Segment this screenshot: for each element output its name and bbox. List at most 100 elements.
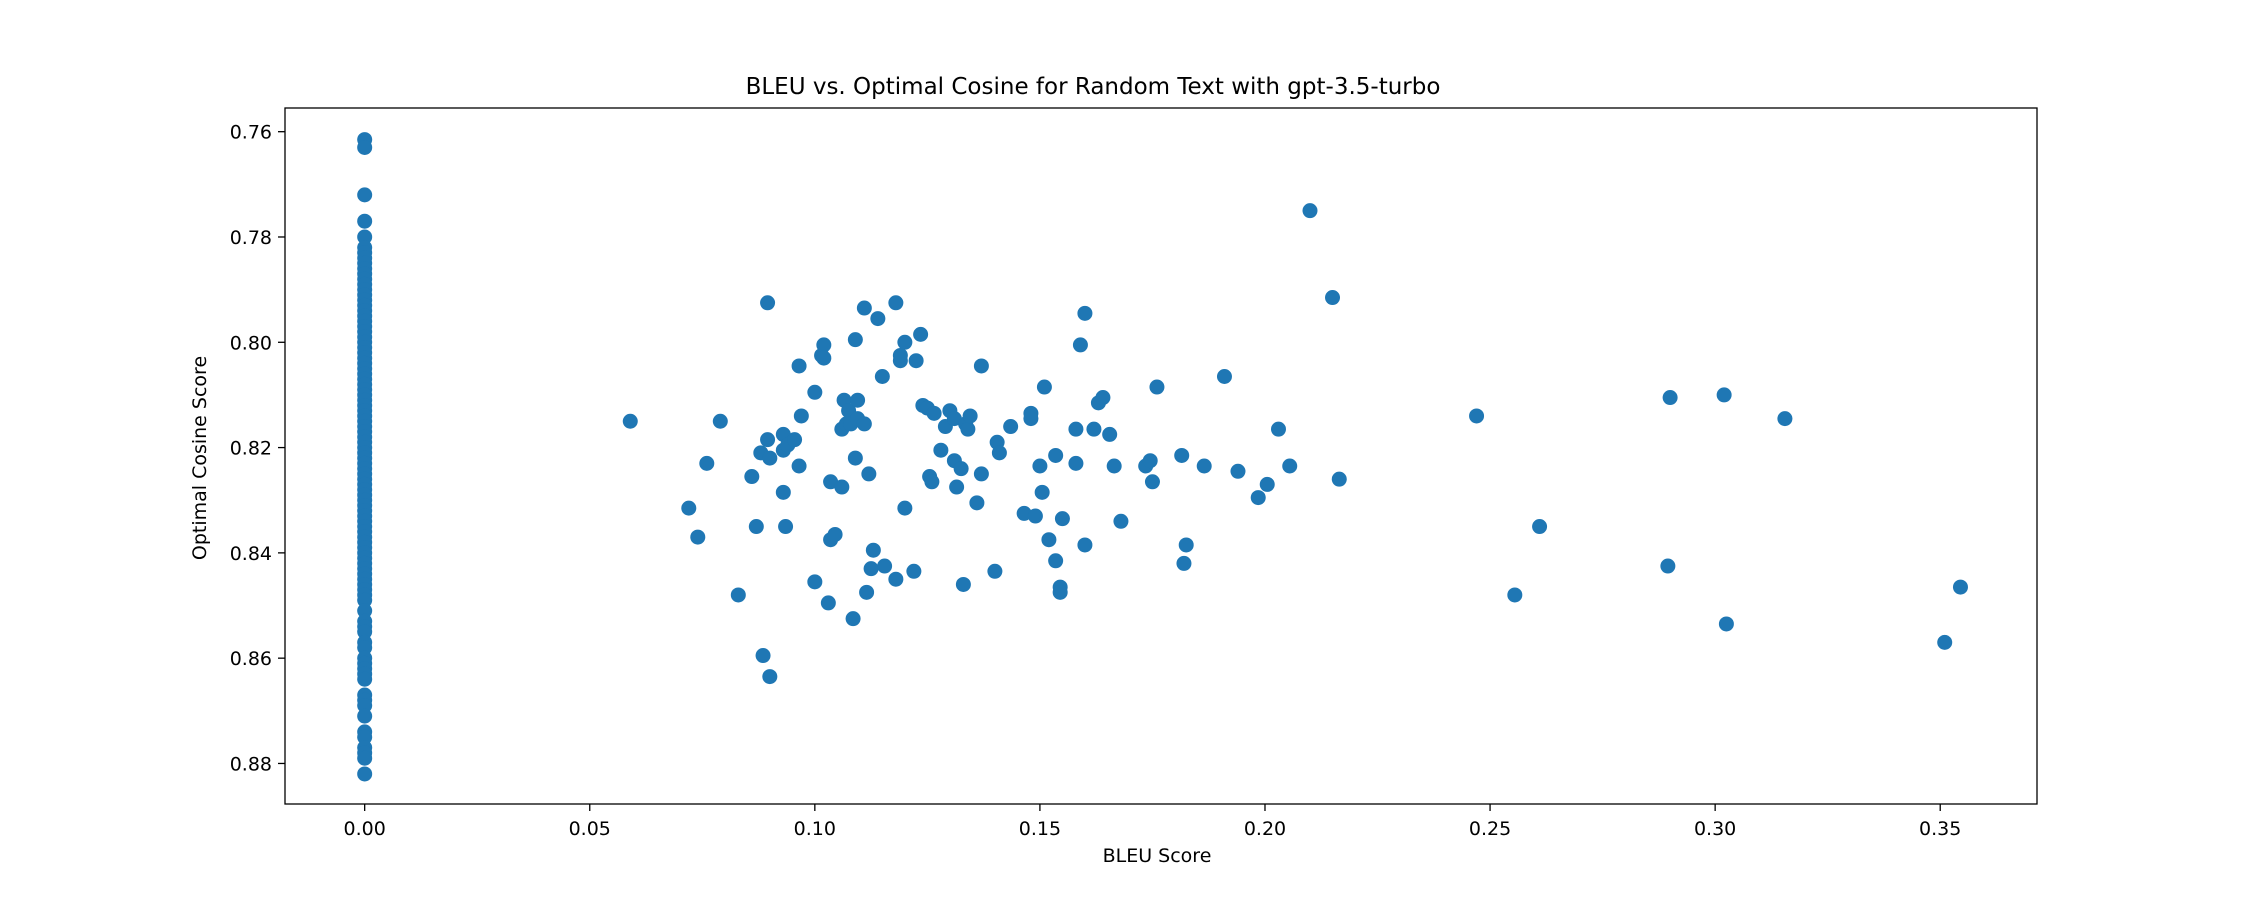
data-point [1032,458,1048,474]
data-point [856,300,872,316]
data-point [1282,458,1298,474]
data-point [926,405,942,421]
data-point [1023,411,1039,427]
data-point [1003,419,1019,435]
x-tick-label: 0.30 [1694,818,1736,840]
data-point [874,369,890,384]
y-tick-label: 0.76 [230,122,272,144]
y-tick-label: 0.80 [230,332,272,354]
data-point [1106,458,1122,474]
data-point [946,411,962,427]
y-axis-label: Optimal Cosine Score [189,356,211,560]
data-point [807,384,823,400]
data-point [791,358,807,374]
data-point [1777,411,1793,427]
data-point [861,466,877,482]
data-point [778,519,794,535]
data-point [357,187,373,203]
data-point [760,295,776,311]
x-axis-label: BLEU Score [1103,845,1212,867]
data-point [1216,369,1232,384]
data-point [877,558,893,574]
data-point [1048,553,1064,569]
data-point [1937,634,1953,650]
data-point [1178,537,1194,553]
data-point [1068,455,1084,471]
data-point [357,213,373,229]
data-point [357,624,373,640]
data-point [690,529,706,545]
x-tick-label: 0.10 [794,818,836,840]
data-point [748,519,764,535]
plot-area-frame [284,107,2038,805]
data-point [847,332,863,348]
data-point [357,708,373,724]
data-point [856,416,872,432]
data-point [1507,587,1523,603]
x-tick-label: 0.00 [344,818,386,840]
data-point [1716,387,1732,403]
data-point [1259,476,1275,492]
data-point [888,571,904,587]
data-point [845,611,861,627]
data-point [699,455,715,471]
data-point [949,479,965,495]
data-point [892,347,908,363]
data-point [681,500,697,516]
data-point [816,350,832,366]
data-point [1325,290,1341,306]
data-point [357,592,373,608]
data-point [1027,508,1043,524]
data-point [969,495,985,511]
data-point [1142,453,1158,469]
data-point [1034,484,1050,500]
data-point [357,671,373,687]
data-point [744,469,760,485]
data-point [755,648,771,664]
x-tick-label: 0.15 [1019,818,1061,840]
data-point [987,563,1003,579]
data-point [1077,305,1093,321]
data-point [960,421,976,437]
y-tick-label: 0.82 [230,438,272,460]
data-point [955,576,971,592]
data-point [865,542,881,558]
data-point [913,326,929,342]
data-point [357,750,373,766]
data-point [357,766,373,782]
data-point [1144,474,1160,490]
data-point [908,353,924,369]
data-points [357,132,1968,782]
data-point [1149,379,1165,395]
data-point [622,413,638,429]
data-point [1054,511,1070,527]
data-point [827,526,843,542]
data-point [823,474,839,490]
data-point [1113,513,1129,529]
chart-title: BLEU vs. Optimal Cosine for Random Text … [746,74,1441,100]
x-tick-label: 0.35 [1919,818,1961,840]
data-point [1102,426,1118,442]
data-point [357,229,373,245]
data-point [1036,379,1052,395]
data-point [1174,447,1190,463]
data-point [1532,519,1548,535]
data-point [807,574,823,590]
data-point [1176,555,1192,571]
data-point [1250,490,1266,506]
data-point [859,584,875,600]
data-point [357,729,373,745]
data-point [888,295,904,311]
y-tick-label: 0.84 [230,543,272,565]
data-point [1331,471,1347,487]
data-point [863,561,879,577]
data-point [357,640,373,656]
data-point [933,442,949,458]
data-point [870,311,886,327]
data-point [1196,458,1212,474]
data-point [953,461,969,477]
data-point [1662,390,1678,406]
y-tick-label: 0.86 [230,648,272,670]
data-point [357,139,373,155]
